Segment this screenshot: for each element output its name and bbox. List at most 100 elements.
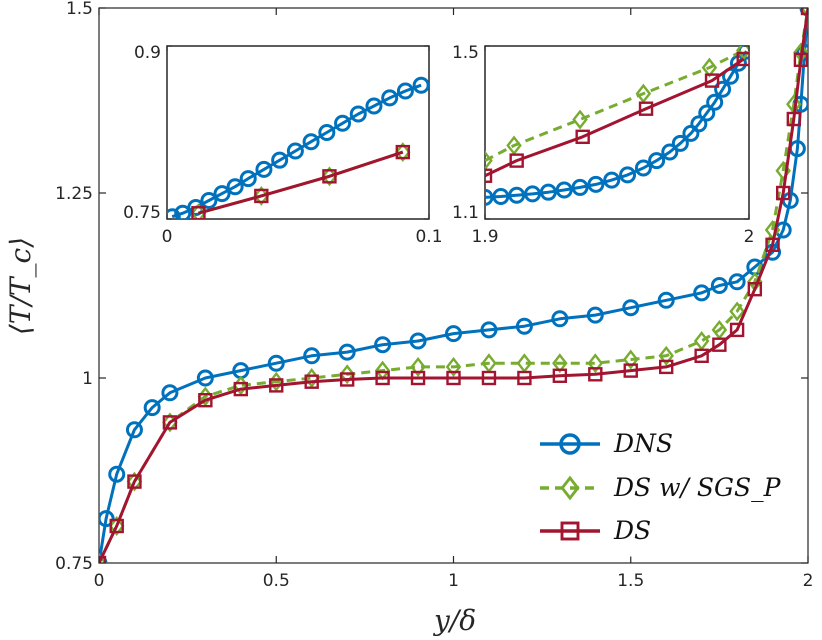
inset-far-wall-x-tick-label: 2 [744, 227, 755, 247]
main-data-point [693, 284, 711, 302]
inset-near-wall-x-tick-label: 0 [162, 227, 173, 247]
inset-near-wall-data-point [254, 188, 269, 204]
main-x-tick-label: 1 [448, 571, 459, 591]
inset-far-wall-data-point [575, 129, 590, 145]
main-data-point [125, 421, 143, 439]
main-series-line [99, 8, 808, 563]
main-x-tick-label: 1.5 [617, 571, 644, 591]
inset-far-wall-series [485, 46, 749, 206]
main-data-point [710, 277, 728, 294]
main-data-point [694, 348, 709, 363]
inset-near-wall-series-line [198, 150, 404, 215]
main-data-point [659, 359, 674, 375]
inset-far-wall-data-point [571, 178, 589, 196]
y-axis-label: ⟨T/T_c⟩ [4, 237, 37, 335]
inset-near-wall-data-point [318, 124, 336, 141]
inset-far-wall-x-tick-label: 1.9 [471, 227, 498, 247]
main-data-point [108, 465, 126, 483]
inset-far-wall-data-point [555, 181, 573, 199]
main-data-point [729, 322, 745, 338]
main-data-point [410, 356, 426, 377]
inset-far-wall-data-point [661, 143, 679, 161]
main-y-tick-label: 0.75 [55, 554, 93, 574]
main-data-point [375, 370, 390, 386]
inset-far-wall-series-dns [485, 46, 749, 206]
main-y-tick-label: 1.25 [55, 184, 93, 204]
inset-far-wall: 1.9 2 1.1 1.5 [452, 43, 755, 247]
inset-near-wall-data-point [322, 169, 337, 184]
legend-marker-sample [559, 433, 581, 455]
inset-far-wall-data-point [572, 109, 588, 130]
inset-far-wall-data-point [508, 186, 526, 204]
main-data-point [552, 353, 568, 374]
main-data-point [303, 347, 321, 365]
inset-near-wall-data-point [286, 142, 304, 160]
main-data-point [623, 363, 638, 378]
main-data-point [109, 518, 124, 534]
inset-near-wall-data-point [349, 105, 367, 123]
main-data-point [786, 111, 802, 127]
inset-far-wall-data-point [671, 134, 689, 152]
main-y-tick-label: 1.5 [66, 0, 93, 19]
main-data-point [338, 343, 356, 361]
main-data-point [409, 332, 427, 350]
main-data-point [588, 367, 603, 382]
main-data-point [99, 510, 115, 528]
main-data-point [765, 237, 780, 253]
main-data-point [481, 370, 497, 386]
inset-near-wall-x-tick-label: 0.1 [415, 227, 442, 247]
main-data-point [793, 52, 808, 67]
main-data-point [517, 370, 532, 386]
inset-near-wall: 0 0.1 0.75 0.9 [123, 43, 442, 247]
inset-near-wall-series [167, 76, 429, 219]
main-data-point [99, 553, 107, 563]
inset-near-wall-data-point [395, 144, 410, 160]
inset-far-wall-data-point [539, 183, 557, 201]
inset-near-wall-series-line [171, 83, 422, 219]
main-data-point [339, 372, 355, 387]
main-data-point [658, 345, 674, 366]
inset-near-wall-data-point [226, 178, 244, 196]
inset-far-wall-data-point [485, 150, 493, 171]
main-ticks: 0 0.5 1 1.5 2 0.75 1 1.25 1.5 [55, 0, 813, 591]
inset-far-wall-data-point [492, 188, 510, 206]
main-data-point [515, 317, 533, 335]
inset-near-wall-data-point [191, 206, 206, 219]
legend-label-dns: DNS [613, 429, 673, 458]
main-data-point [161, 384, 179, 402]
legend-label-ds: DS [613, 516, 651, 545]
inset-near-wall-data-point [365, 97, 383, 115]
main-data-point [657, 291, 675, 309]
main-data-point [127, 474, 142, 489]
inset-far-wall-data-point [706, 93, 724, 111]
main-data-point [410, 370, 426, 386]
main-y-tick-label: 1 [82, 369, 93, 389]
main-data-point [143, 399, 161, 417]
inset-near-wall-data-point [200, 192, 218, 210]
main-data-point [267, 354, 285, 372]
inset-far-wall-y-tick-label: 1.1 [452, 203, 479, 223]
main-data-point [622, 299, 640, 317]
main-series-layer [99, 8, 808, 563]
inset-near-wall-data-point [396, 82, 414, 100]
legend: DNS DS w/ SGS_P DS [521, 419, 799, 557]
inset-near-wall-series-ds [191, 144, 410, 219]
main-data-point [775, 185, 791, 201]
legend-label-ds-sgs: DS w/ SGS_P [613, 473, 782, 502]
inset-far-wall-data-point [638, 101, 654, 116]
main-data-point [712, 337, 727, 352]
inset-far-wall-series-line [485, 48, 745, 162]
inset-far-wall-data-point [736, 51, 749, 67]
main-series-dns [99, 8, 808, 563]
inset-near-wall-data-point [302, 133, 320, 151]
inset-far-wall-series-ds [485, 51, 749, 183]
inset-far-wall-data-point [648, 152, 666, 170]
inset-far-wall-data-point [524, 185, 542, 203]
inset-near-wall-y-tick-label: 0.75 [123, 203, 161, 223]
inset-far-wall-data-point [704, 73, 720, 88]
main-data-point [162, 415, 178, 430]
main-data-point [445, 325, 462, 343]
main-data-point [233, 381, 249, 397]
legend-marker-sample [560, 475, 580, 501]
